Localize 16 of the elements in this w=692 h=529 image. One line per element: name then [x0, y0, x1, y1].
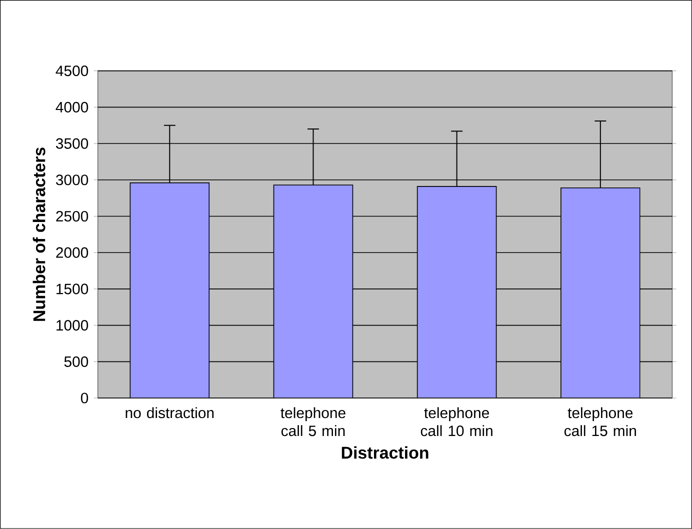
y-tick-label: 3500	[56, 138, 88, 149]
y-axis-title: Number of characters	[32, 148, 46, 321]
y-tick-label: 500	[64, 356, 88, 367]
x-tick-label: no distraction	[126, 407, 214, 418]
y-tick-label: 4500	[56, 66, 88, 76]
y-tick-label: 1500	[56, 284, 88, 294]
y-tick-label: 2500	[56, 210, 88, 222]
y-tick-label: 2000	[56, 247, 88, 258]
y-tick-label: 3000	[56, 174, 88, 186]
x-tick-label: telephone call 5 min	[280, 407, 346, 436]
y-tick-label: 0	[80, 392, 88, 404]
x-tick-label: telephone call 15 min	[564, 407, 636, 436]
x-axis-title: Distraction	[342, 446, 428, 459]
y-tick-label: 1000	[56, 320, 88, 331]
x-tick-label: telephone call 10 min	[420, 407, 492, 436]
y-tick-label: 4000	[56, 102, 88, 113]
